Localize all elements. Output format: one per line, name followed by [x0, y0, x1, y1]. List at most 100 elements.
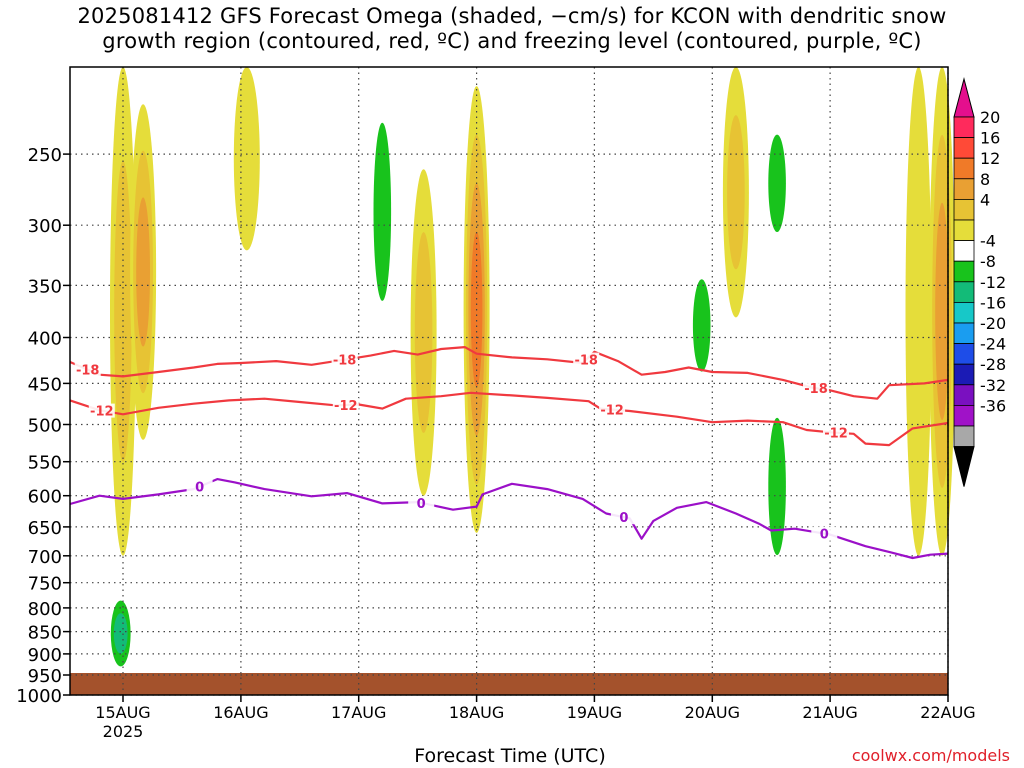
colorbar-label-8: -16	[980, 293, 1006, 312]
contour-label--12-3: -12	[824, 427, 848, 442]
y-tick-label-600: 600	[28, 487, 62, 508]
contour-label-bg-0-3	[811, 526, 838, 541]
grid-lines	[70, 67, 949, 696]
contour-label--12-0: -12	[90, 405, 114, 420]
colorbar-swatch-7	[953, 260, 975, 283]
y-tick-label-350: 350	[28, 276, 62, 297]
x-tick-label-20AUG: 20AUG	[685, 703, 740, 722]
y-tick-label-800: 800	[28, 599, 62, 620]
omega-cell-11-1	[727, 115, 745, 270]
colorbar-swatch-4	[953, 198, 975, 221]
colorbar-top-arrow	[953, 77, 975, 118]
contour-label-bg--12-1	[332, 398, 359, 412]
contour-label--12-2: -12	[600, 404, 624, 419]
colorbar-swatch-1	[953, 137, 975, 159]
colorbar-swatch-10	[953, 322, 975, 345]
colorbar-swatch-9	[953, 301, 975, 324]
omega-cell-6-1	[414, 232, 433, 433]
contour-label--18-0: -18	[76, 364, 100, 379]
x-axis-label: Forecast Time (UTC)	[414, 745, 606, 767]
colorbar-label-1: 16	[980, 129, 1000, 148]
x-tick-label-18AUG: 18AUG	[449, 703, 504, 722]
omega-cell-0-2	[113, 613, 128, 654]
omega-cell-13-1	[768, 134, 786, 232]
omega-cell-8-0	[478, 482, 505, 675]
contour-label-bg-0-1	[408, 495, 435, 510]
y-tick-label-400: 400	[28, 329, 62, 350]
chart-title: 2025081412 GFS Forecast Omega (shaded, −…	[0, 4, 1024, 54]
x-tick-label-22AUG: 22AUG	[920, 703, 975, 722]
chart-title-line2: growth region (contoured, red, ºC) and f…	[102, 29, 922, 53]
colorbar-label-7: -12	[980, 273, 1006, 292]
y-tick-label-900: 900	[28, 645, 62, 666]
y-tick-label-850: 850	[28, 623, 62, 644]
y-tick-label-450: 450	[28, 374, 62, 395]
omega-cell-10-1	[692, 279, 711, 372]
contour-label--18-2: -18	[574, 354, 598, 369]
credit-link[interactable]: coolwx.com/models	[851, 746, 1010, 765]
contour-label-bg-0-2	[610, 510, 637, 525]
y-tick-label-500: 500	[28, 416, 62, 437]
omega-shading	[107, 67, 956, 680]
ground-band-rect	[70, 673, 948, 695]
colorbar-label-11: -28	[980, 355, 1006, 374]
y-tick-label-1000: 1000	[16, 686, 62, 707]
colorbar-swatch-13	[953, 384, 975, 406]
colorbar-label-6: -8	[980, 252, 996, 271]
chart-title-line1: 2025081412 GFS Forecast Omega (shaded, −…	[77, 4, 947, 28]
colorbar-label-9: -20	[980, 314, 1006, 333]
contour-label-bg--12-3	[823, 425, 849, 440]
y-tick-label-250: 250	[28, 145, 62, 166]
omega-cell-14-0	[905, 67, 932, 556]
y-tick-label-300: 300	[28, 216, 62, 237]
contour-label-bg--18-3	[803, 381, 829, 396]
colorbar-swatch-0	[953, 116, 975, 139]
contour-label-bg--18-1	[331, 352, 358, 367]
colorbar-label-5: -4	[980, 232, 996, 251]
omega-cell-1-1	[114, 161, 132, 462]
contour-label-bg--12-2	[599, 402, 626, 417]
colorbar-label-4: 4	[980, 190, 990, 209]
colorbar-swatch-12	[953, 363, 975, 386]
colorbar-swatch-15	[953, 425, 975, 448]
colorbar-bottom-arrow	[953, 446, 975, 487]
colorbar-swatch-14	[953, 404, 975, 427]
ground-band	[70, 673, 948, 695]
contour-label--18-1: -18	[333, 354, 357, 369]
contour-label--12-1: -12	[334, 399, 358, 414]
contour--12	[69, 391, 949, 447]
axes: 2503003504004505005506006507007508008509…	[16, 66, 976, 741]
contour-label-bg--18-0	[74, 362, 101, 377]
colorbar-label-10: -24	[980, 335, 1006, 354]
colorbar-label-12: -32	[980, 376, 1006, 395]
contour-label--18-3: -18	[804, 382, 828, 397]
plot-frame	[69, 66, 949, 696]
contour-lines: -18 -18 -18 -18 -12 -12 -12 -12 0 0 0 0	[69, 346, 949, 560]
omega-cell-5-1	[373, 122, 392, 301]
contour-label-0-0: 0	[195, 481, 204, 496]
contour-label-0-3: 0	[820, 528, 829, 543]
omega-cell-12-1	[768, 417, 786, 556]
x-tick-label-19AUG: 19AUG	[567, 703, 622, 722]
contour-label-bg--18-2	[573, 352, 600, 367]
colorbar-label-3: 8	[980, 170, 990, 189]
y-tick-label-950: 950	[28, 666, 62, 687]
y-tick-label-550: 550	[28, 453, 62, 474]
contour-label-bg--12-0	[88, 403, 115, 418]
colorbar-swatch-2	[953, 157, 975, 180]
contour-label-bg-0-0	[186, 479, 213, 494]
contour-label-0-2: 0	[619, 511, 628, 526]
y-tick-label-650: 650	[28, 518, 62, 539]
colorbar-swatch-3	[953, 178, 975, 200]
y-tick-label-700: 700	[28, 547, 62, 568]
x-tick-label-15AUG: 15AUG	[95, 703, 150, 722]
colorbar-label-0: 20	[980, 108, 1000, 127]
omega-cell-4-0	[339, 67, 366, 366]
colorbar-swatch-8	[953, 281, 975, 303]
colorbar-swatch-6	[953, 240, 975, 262]
omega-cell-2-2	[136, 197, 151, 347]
colorbar-swatch-11	[953, 343, 975, 365]
colorbar-swatch-5	[953, 219, 975, 242]
